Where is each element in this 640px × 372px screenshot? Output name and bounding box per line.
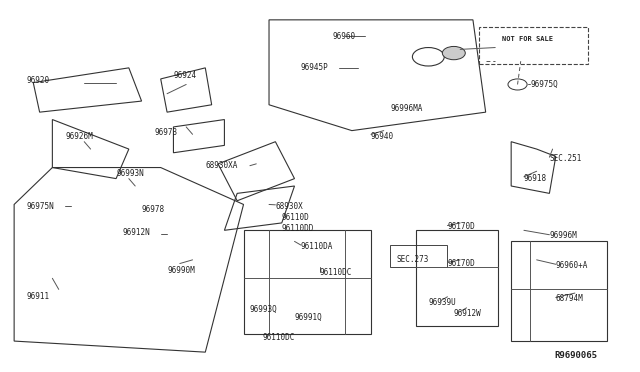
- Text: 96993Q: 96993Q: [250, 305, 278, 314]
- Text: SEC.273: SEC.273: [396, 255, 429, 264]
- Text: 96924: 96924: [173, 71, 196, 80]
- Text: 96110DD: 96110DD: [282, 224, 314, 233]
- Text: 96110D: 96110D: [282, 213, 310, 222]
- Text: 96926M: 96926M: [65, 132, 93, 141]
- Text: 96912W: 96912W: [454, 309, 481, 318]
- Text: 96996MA: 96996MA: [390, 104, 422, 113]
- Text: 96918: 96918: [524, 174, 547, 183]
- Text: 96960: 96960: [333, 32, 356, 41]
- Text: 96170D: 96170D: [447, 259, 475, 268]
- Text: 96973: 96973: [154, 128, 177, 137]
- Text: 96945P: 96945P: [301, 63, 328, 72]
- Text: 96975Q: 96975Q: [531, 80, 558, 89]
- Text: 68794M: 68794M: [556, 294, 584, 303]
- Text: 96990M: 96990M: [167, 266, 195, 275]
- Text: 96110DC: 96110DC: [262, 333, 295, 342]
- Text: NOT FOR SALE: NOT FOR SALE: [502, 36, 552, 42]
- Text: 68930XA: 68930XA: [205, 161, 237, 170]
- Text: 96940: 96940: [371, 132, 394, 141]
- Circle shape: [442, 46, 465, 60]
- Text: 96960+A: 96960+A: [556, 261, 588, 270]
- Text: R9690065: R9690065: [554, 351, 597, 360]
- Text: 96993N: 96993N: [116, 169, 144, 177]
- Text: 96978: 96978: [141, 205, 164, 215]
- Text: 96920: 96920: [27, 76, 50, 85]
- Text: 96110DC: 96110DC: [320, 268, 353, 277]
- Text: 96939U: 96939U: [428, 298, 456, 307]
- Text: 96975N: 96975N: [27, 202, 54, 211]
- Text: 96912N: 96912N: [122, 228, 150, 237]
- Text: 96991Q: 96991Q: [294, 312, 323, 321]
- Text: 96996M: 96996M: [549, 231, 577, 240]
- Text: 68930X: 68930X: [275, 202, 303, 211]
- Text: 96170D: 96170D: [447, 222, 475, 231]
- Text: 96110DA: 96110DA: [301, 243, 333, 251]
- Text: 96911: 96911: [27, 292, 50, 301]
- Text: SEC.251: SEC.251: [549, 154, 582, 163]
